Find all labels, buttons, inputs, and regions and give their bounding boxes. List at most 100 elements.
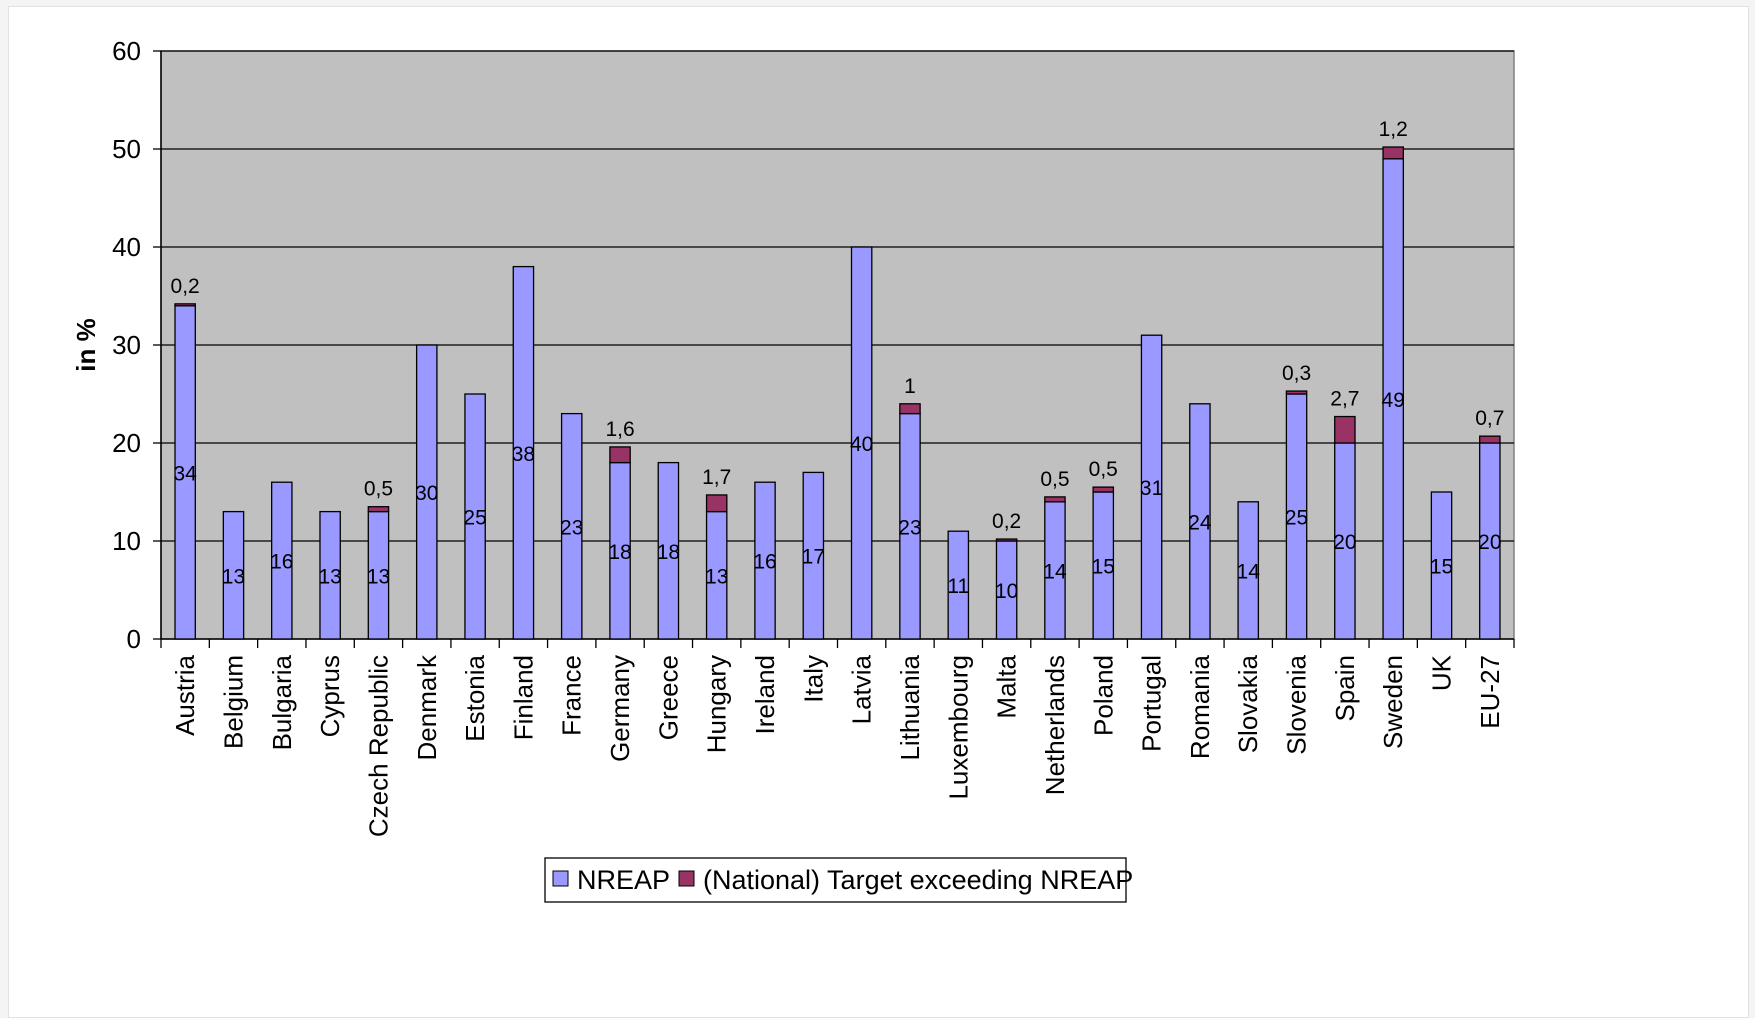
bar-target — [1285, 390, 1308, 395]
data-label-nreap: 34 — [173, 462, 197, 485]
data-label-nreap: 13 — [318, 565, 341, 588]
data-label-target: 1,6 — [605, 418, 634, 441]
category-label: Malta — [992, 654, 1022, 718]
category-label: Greece — [653, 655, 683, 740]
data-label-nreap: 23 — [560, 516, 583, 539]
data-label-nreap: 15 — [1430, 556, 1453, 579]
data-label-nreap: 25 — [1285, 507, 1308, 530]
bar-target — [1382, 146, 1404, 160]
data-label-nreap: 23 — [898, 516, 921, 539]
data-label-nreap: 20 — [1478, 531, 1501, 554]
data-label-target: 0,5 — [1089, 458, 1118, 481]
data-label-nreap: 14 — [1237, 560, 1261, 583]
data-label-nreap: 20 — [1333, 531, 1356, 554]
category-label: Denmark — [412, 654, 442, 760]
data-label-nreap: 24 — [1188, 511, 1212, 534]
data-label-nreap: 13 — [367, 565, 390, 588]
y-tick-label: 10 — [112, 526, 141, 556]
data-label-target: 1,7 — [702, 466, 731, 489]
data-labels: 34 0,2 13 16 13 13 0,5 30 25 38 23 18 1,6 18 13 1,7 16 17… — [171, 118, 1505, 603]
bar-target — [367, 506, 390, 513]
bar-nreap — [850, 246, 873, 640]
data-label-nreap: 40 — [850, 433, 873, 456]
category-label: Netherlands — [1040, 655, 1070, 795]
category-label: Austria — [170, 654, 200, 735]
category-label: Spain — [1330, 655, 1360, 722]
data-label-nreap: 25 — [463, 507, 486, 530]
legend-box — [544, 857, 1127, 903]
bar-nreap — [415, 344, 438, 640]
category-label: Luxembourg — [943, 655, 973, 800]
category-label: Germany — [605, 655, 635, 762]
bar-target — [1334, 415, 1356, 444]
category-label: UK — [1427, 654, 1457, 691]
chart-frame: 0 10 20 30 40 50 60 Austria Belgium Bulgaria Cypr… — [8, 6, 1749, 1018]
bar-nreap — [464, 393, 486, 640]
y-tick-label: 40 — [112, 232, 141, 262]
legend-label-target: (National) Target exceeding NREAP — [703, 865, 1133, 895]
category-label: Ireland — [750, 655, 780, 735]
data-label-nreap: 31 — [1140, 477, 1163, 500]
y-tick-label: 60 — [112, 36, 141, 66]
category-label: Romania — [1185, 654, 1215, 759]
bar-target — [899, 403, 921, 415]
data-label-nreap: 38 — [512, 443, 535, 466]
bar-nreap — [271, 481, 293, 640]
bar-nreap — [512, 265, 535, 640]
data-label-nreap: 13 — [705, 565, 728, 588]
legend-swatch-nreap — [552, 870, 569, 887]
category-label: Cyprus — [315, 655, 345, 737]
category-label: Italy — [798, 655, 828, 703]
data-label-nreap: 16 — [270, 551, 293, 574]
category-label: Lithuania — [895, 654, 925, 760]
data-label-nreap: 49 — [1382, 389, 1405, 412]
bar-nreap — [222, 510, 245, 640]
data-label-nreap: 17 — [802, 546, 825, 569]
y-tick-label: 20 — [112, 428, 141, 458]
data-label-target: 0,5 — [364, 478, 393, 501]
legend-swatch-target — [678, 870, 695, 887]
category-label: Belgium — [218, 655, 248, 749]
data-label-target: 0,3 — [1282, 362, 1311, 385]
bar-target — [1044, 496, 1066, 503]
y-tick-label: 50 — [112, 134, 141, 164]
bar-nreap — [319, 510, 341, 640]
data-label-target: 1,2 — [1379, 118, 1408, 141]
data-label-nreap: 14 — [1043, 560, 1067, 583]
category-label: Portugal — [1137, 655, 1167, 752]
bar-nreap — [1237, 501, 1260, 640]
bars — [174, 146, 1501, 640]
bar-target — [609, 446, 631, 464]
y-tick-label: 30 — [112, 330, 141, 360]
bar-nreap — [802, 471, 825, 640]
data-label-target: 0,5 — [1040, 468, 1069, 491]
bar-nreap — [1430, 491, 1453, 640]
data-label-nreap: 18 — [657, 541, 680, 564]
y-axis: 0 10 20 30 40 50 60 — [112, 36, 162, 654]
category-label: France — [557, 655, 587, 736]
y-tick-label: 0 — [127, 624, 141, 654]
data-label-target: 1 — [904, 375, 916, 398]
category-label: Sweden — [1378, 655, 1408, 749]
bar-nreap — [1140, 334, 1163, 640]
bar-nreap — [754, 481, 776, 640]
chart-svg: 0 10 20 30 40 50 60 Austria Belgium Bulgaria Cypr… — [71, 36, 1515, 903]
category-label: Finland — [508, 655, 538, 740]
category-label: Slovakia — [1233, 654, 1263, 753]
category-label: Estonia — [460, 654, 490, 741]
category-label: EU-27 — [1475, 655, 1505, 729]
data-label-nreap: 15 — [1092, 556, 1115, 579]
data-label-nreap: 13 — [222, 565, 245, 588]
legend-label-nreap: NREAP — [577, 865, 670, 895]
bar-nreap — [947, 530, 970, 640]
data-label-nreap: 18 — [608, 541, 631, 564]
y-axis-label: in % — [71, 318, 101, 371]
bar-nreap — [657, 461, 680, 640]
category-label: Slovenia — [1282, 654, 1312, 754]
bar-target — [174, 303, 196, 307]
bar-nreap — [560, 412, 583, 640]
data-label-nreap: 10 — [995, 580, 1018, 603]
data-label-target: 0,7 — [1475, 407, 1504, 430]
data-label-nreap: 11 — [947, 575, 969, 598]
data-label-target: 2,7 — [1330, 388, 1359, 411]
